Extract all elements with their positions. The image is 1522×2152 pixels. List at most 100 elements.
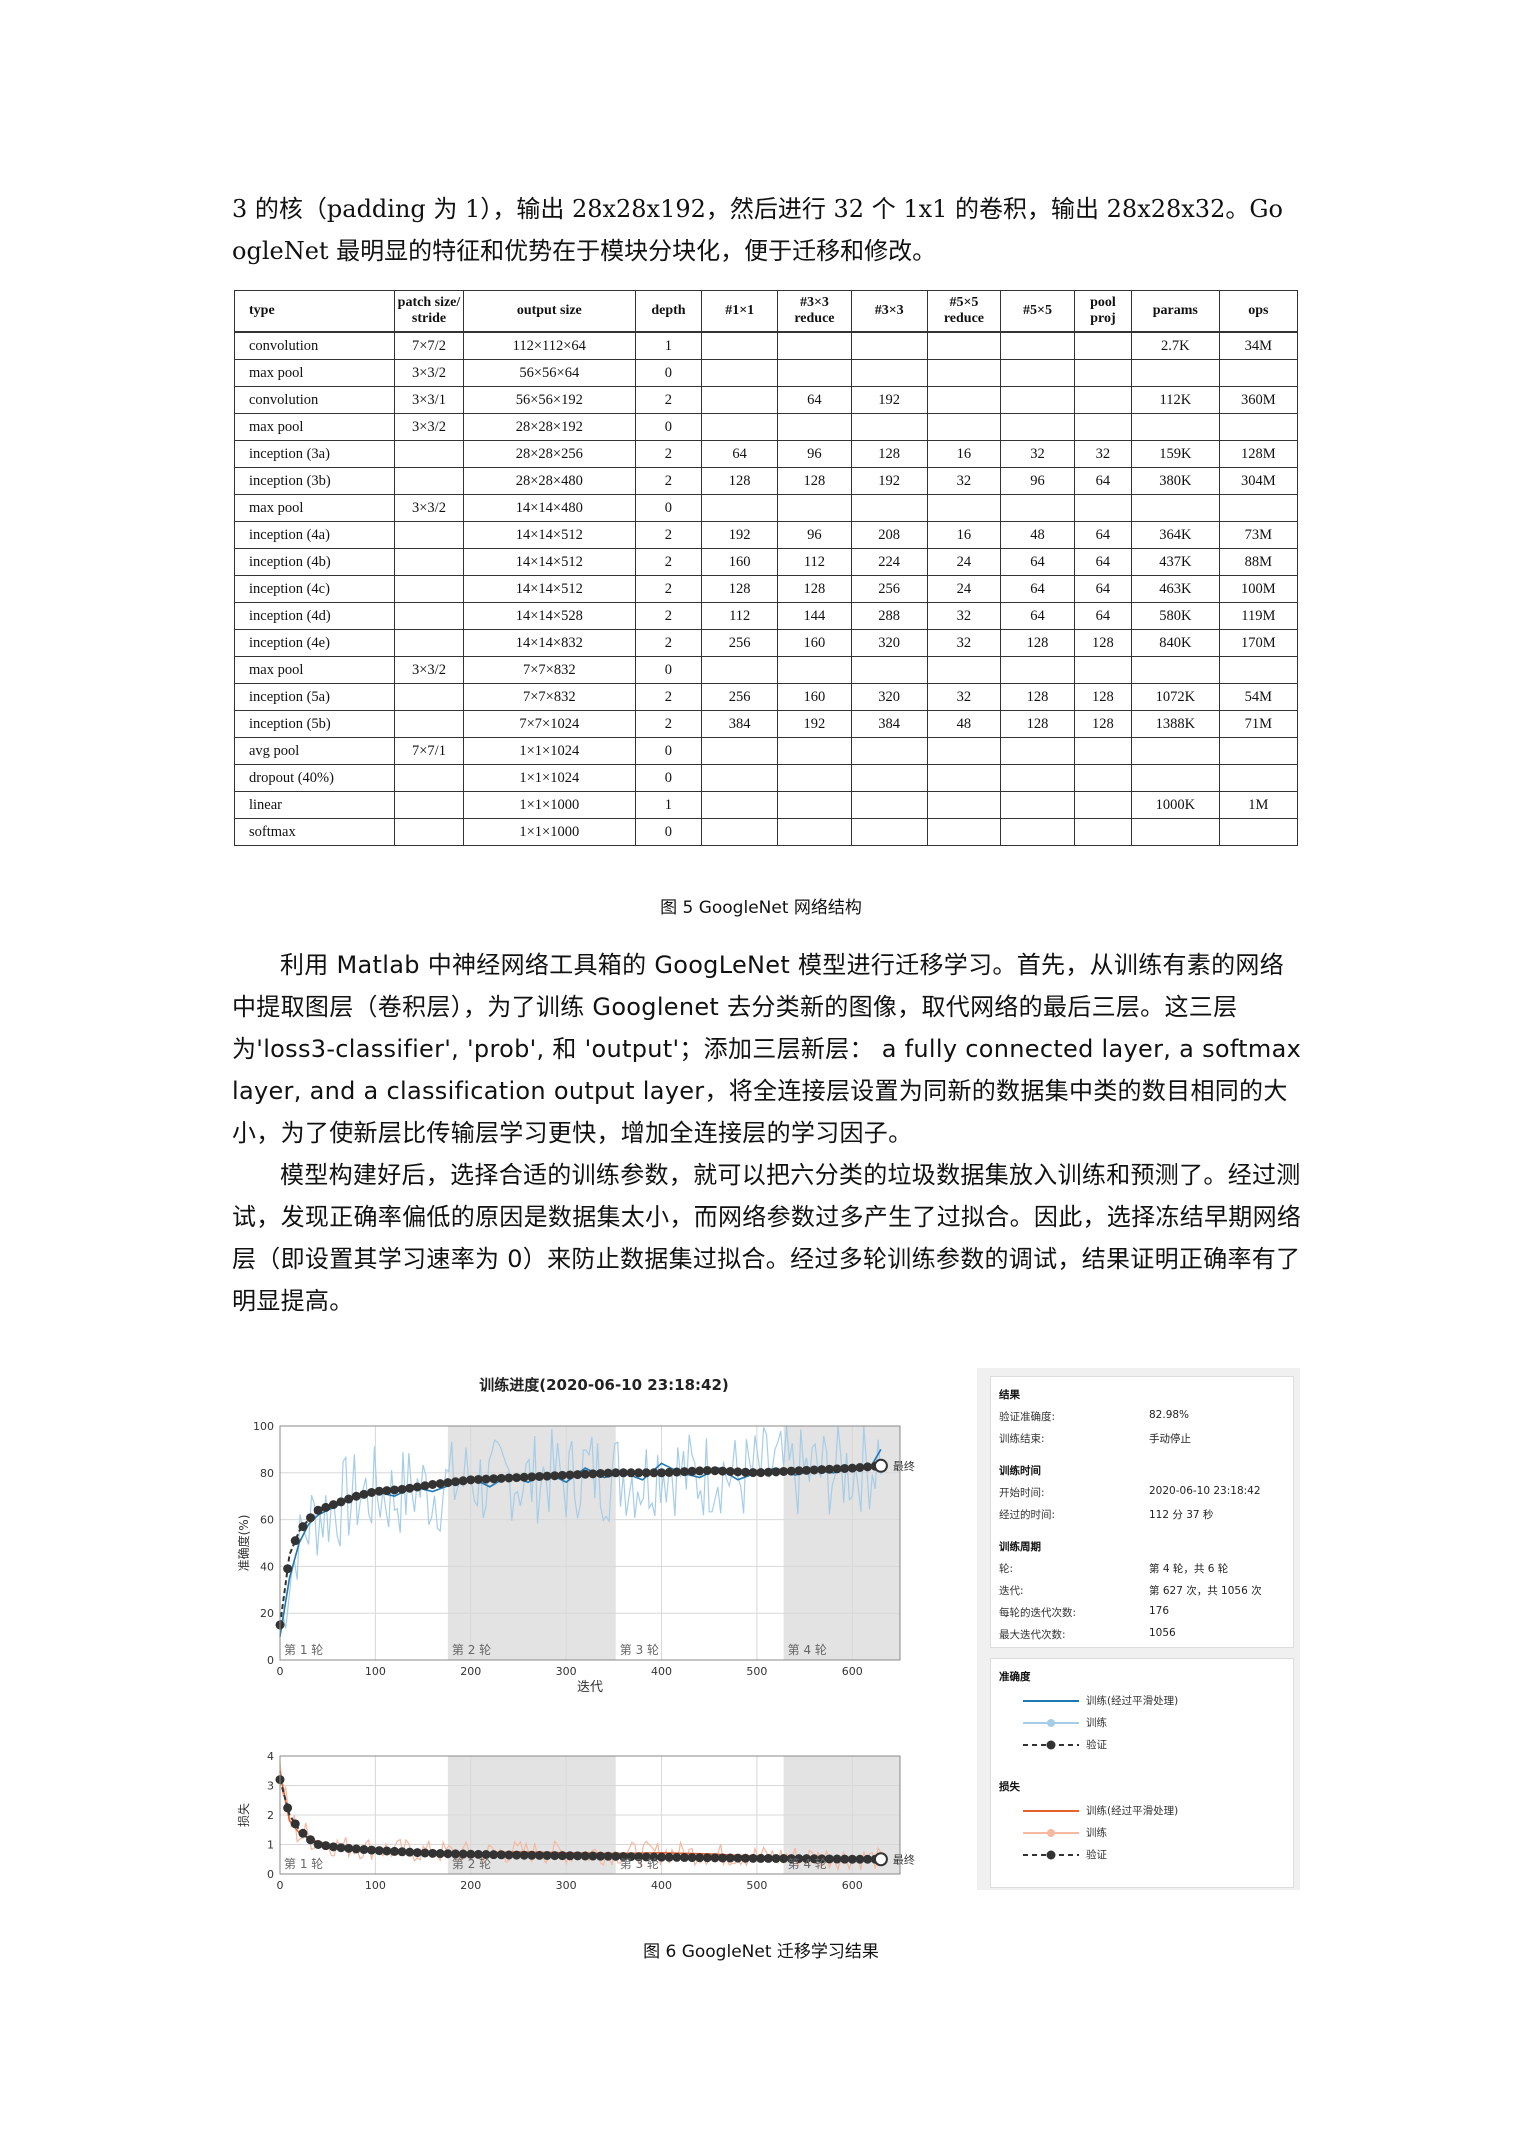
- validation-point: [412, 1848, 422, 1858]
- table-cell: 288: [850, 602, 928, 630]
- validation-point: [573, 1851, 583, 1861]
- validation-point: [595, 1468, 605, 1478]
- table-cell: 128: [1073, 629, 1133, 657]
- table-cell: 144: [777, 602, 852, 630]
- table-cell: [701, 359, 779, 387]
- table-cell: 192: [701, 521, 779, 549]
- validation-point: [428, 1480, 438, 1489]
- table-cell: [701, 818, 779, 846]
- table-cell: 96: [777, 440, 852, 468]
- validation-point: [443, 1478, 453, 1488]
- table-cell: 112: [777, 548, 852, 576]
- validation-point: [603, 1468, 613, 1478]
- table-cell: 28×28×256: [462, 440, 636, 468]
- table-cell: 16: [926, 440, 1002, 468]
- validation-point: [367, 1487, 377, 1497]
- table-row: inception (4a) 14×14×512 2 192 96 208 16 48 64 36…: [233, 521, 1299, 549]
- epoch-label: 轮:: [999, 1563, 1014, 1575]
- table-cell: softmax: [233, 818, 396, 846]
- validation-point: [428, 1848, 438, 1858]
- validation-point: [496, 1850, 506, 1860]
- table-cell: [1131, 359, 1220, 387]
- table-cell: 14×14×480: [462, 494, 636, 522]
- y-tick-label: 20: [260, 1607, 274, 1620]
- table-cell: [394, 791, 464, 819]
- legend-loss-train: 训练: [1021, 1825, 1281, 1841]
- y-tick-label: 40: [260, 1560, 274, 1573]
- table-cell: [1073, 737, 1133, 765]
- validation-point: [298, 1828, 308, 1838]
- validation-point: [840, 1463, 850, 1473]
- table-cell: 7×7×832: [462, 656, 636, 684]
- legend-acc-train: 训练: [1021, 1715, 1281, 1731]
- table-cell: 88M: [1218, 548, 1299, 576]
- table-cell: 3×3/2: [394, 359, 464, 387]
- final-marker: [873, 1852, 888, 1867]
- table-row: inception (3a) 28×28×256 2 64 96 128 16 32 32 159…: [233, 440, 1299, 468]
- table-cell: 48: [1000, 521, 1075, 549]
- validation-point: [733, 1853, 743, 1863]
- table-cell: inception (5a): [233, 683, 396, 711]
- table-cell: 3×3/2: [394, 656, 464, 684]
- x-tick-label: 600: [842, 1665, 863, 1678]
- validation-point: [534, 1850, 544, 1860]
- table-cell: 1M: [1218, 791, 1299, 819]
- table-cell: [394, 467, 464, 495]
- validation-point: [794, 1854, 804, 1864]
- validation-point: [771, 1853, 781, 1863]
- table-cell: 48: [926, 710, 1002, 738]
- validation-point: [519, 1850, 529, 1860]
- x-tick-label: 300: [556, 1665, 577, 1678]
- table-row: inception (5b) 7×7×1024 2 384 192 384 48 128 128…: [233, 710, 1299, 738]
- training-cycle-heading: 训练周期: [999, 1541, 1041, 1553]
- final-label: 最终: [893, 1459, 915, 1473]
- validation-point: [824, 1464, 834, 1474]
- x-tick-label: 0: [277, 1665, 284, 1678]
- table-cell: 2: [634, 440, 703, 468]
- y-tick-label: 60: [260, 1514, 274, 1527]
- paragraph-transfer-learning: 利用 Matlab 中神经网络工具箱的 GoogLeNet 模型进行迁移学习。首…: [232, 951, 1302, 1147]
- table-cell: 224: [850, 548, 928, 576]
- validation-point: [748, 1468, 758, 1478]
- table-cell: 160: [777, 629, 852, 657]
- validation-point: [710, 1853, 720, 1863]
- table-cell: 3×3/2: [394, 494, 464, 522]
- validation-point: [618, 1468, 628, 1478]
- table-cell: 56×56×64: [462, 359, 636, 387]
- table-cell: 0: [634, 656, 703, 684]
- table-cell: [850, 656, 928, 684]
- table-cell: [777, 656, 852, 684]
- table-cell: [1073, 791, 1133, 819]
- validation-point: [847, 1854, 857, 1864]
- validation-point: [489, 1474, 499, 1484]
- validation-point: [718, 1853, 728, 1863]
- val-accuracy-label: 验证准确度:: [999, 1411, 1056, 1423]
- table-cell: [777, 791, 852, 819]
- validation-point: [817, 1465, 827, 1475]
- validation-point: [695, 1466, 705, 1476]
- y-tick-label: 0: [267, 1868, 274, 1881]
- table-cell: inception (4b): [233, 548, 396, 576]
- table-cell: [701, 494, 779, 522]
- table-cell: 7×7×1024: [462, 710, 636, 738]
- validation-point: [328, 1500, 338, 1510]
- validation-point: [336, 1843, 346, 1853]
- table-cell: 384: [701, 710, 779, 738]
- table-cell: 119M: [1218, 602, 1299, 630]
- y-axis-label: 损失: [236, 1803, 251, 1827]
- table-cell: [1131, 818, 1220, 846]
- table-cell: 2.7K: [1131, 331, 1220, 360]
- table-cell: [777, 818, 852, 846]
- table-cell: [1073, 656, 1133, 684]
- validation-point: [435, 1479, 445, 1489]
- legend-acc-train-label: 训练: [1086, 1717, 1107, 1729]
- table-cell: 7×7×832: [462, 683, 636, 711]
- table-cell: 192: [850, 467, 928, 495]
- table-cell: [1218, 359, 1299, 387]
- table-row: inception (5a) 7×7×832 2 256 160 320 32 128 128 1…: [233, 683, 1299, 711]
- table-row: inception (4d) 14×14×528 2 112 144 288 32 64 64 5…: [233, 602, 1299, 630]
- table-cell: [926, 331, 1002, 360]
- validation-point: [573, 1470, 583, 1480]
- validation-point: [611, 1851, 621, 1861]
- y-tick-label: 0: [267, 1654, 274, 1667]
